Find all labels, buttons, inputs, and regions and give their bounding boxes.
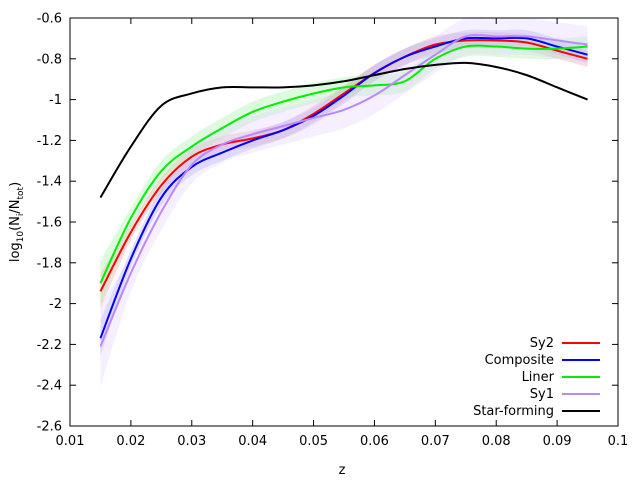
- x-tick-label: 0.03: [177, 434, 206, 449]
- legend-label-star-forming: Star-forming: [473, 404, 554, 419]
- legend-label-liner: Liner: [522, 370, 555, 385]
- axis-ticks: 0.01 0.02 0.03 0.04 0.05 0.06 0.07 0.08 0.09 0.1 -…: [37, 12, 629, 450]
- y-tick-label: -0.8: [37, 52, 62, 67]
- series-line-composite: [99, 36, 588, 339]
- x-tick-label: 0.02: [116, 434, 145, 449]
- x-tick-label: 0.09: [543, 434, 572, 449]
- x-tick-label: 0.04: [238, 434, 267, 449]
- y-tick-label: -2.6: [37, 420, 62, 435]
- legend-label-sy2: Sy2: [530, 336, 554, 351]
- y-tick-label: -1.8: [37, 256, 62, 271]
- y-axis-label: log10(Ni/Ntot): [8, 182, 26, 262]
- y-tick-label: -2: [49, 297, 62, 312]
- y-tick-label: -2.4: [37, 379, 62, 394]
- x-axis-label: z: [339, 463, 346, 478]
- y-tick-label: -1.2: [37, 134, 62, 149]
- series-line-sy2: [99, 39, 588, 292]
- legend-label-composite: Composite: [485, 353, 554, 368]
- series-line-star-forming: [99, 61, 588, 199]
- legend-label-sy1: Sy1: [530, 387, 554, 402]
- series-line-liner: [99, 44, 588, 284]
- x-tick-label: 0.01: [56, 434, 85, 449]
- x-tick-label: 0.08: [482, 434, 511, 449]
- x-tick-label: 0.05: [299, 434, 328, 449]
- legend: Sy2 Composite Liner Sy1 Star-forming: [473, 336, 600, 419]
- y-tick-label: -1: [49, 93, 62, 108]
- series-lines: [99, 34, 588, 347]
- band-liner: [100, 35, 588, 306]
- y-tick-label: -1.4: [37, 175, 62, 190]
- y-tick-label: -2.2: [37, 338, 62, 353]
- x-tick-label: 0.07: [421, 434, 450, 449]
- series-line-sy1: [99, 34, 588, 347]
- y-tick-label: -0.6: [37, 12, 62, 27]
- y-tick-label: -1.6: [37, 216, 62, 231]
- band-sy1: [100, 16, 588, 387]
- x-tick-label: 0.1: [608, 434, 629, 449]
- x-tick-label: 0.06: [360, 434, 389, 449]
